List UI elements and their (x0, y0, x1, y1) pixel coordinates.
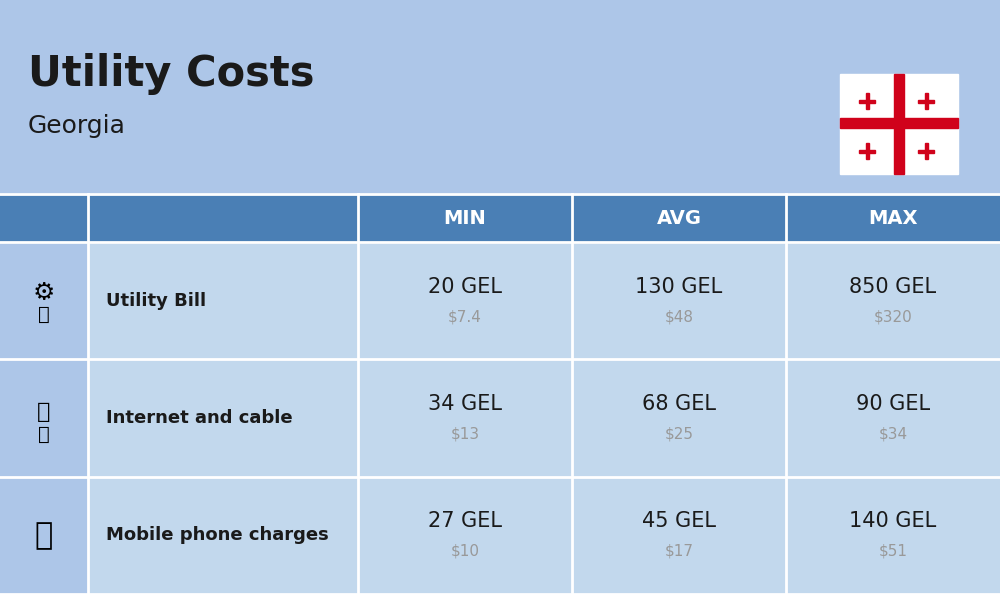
Text: 27 GEL: 27 GEL (428, 511, 502, 532)
Bar (925, 143, 928, 159)
Text: Mobile phone charges: Mobile phone charges (106, 526, 329, 544)
Text: 🖨️: 🖨️ (38, 425, 50, 444)
Text: Utility Costs: Utility Costs (28, 53, 314, 95)
Bar (918, 150, 934, 153)
Text: $13: $13 (450, 426, 480, 441)
Bar (88, 242, 1000, 359)
Text: 🔌: 🔌 (38, 305, 50, 324)
Text: Internet and cable: Internet and cable (106, 409, 293, 427)
Bar (0, 359, 88, 476)
Bar (0, 476, 88, 594)
Bar (840, 118, 958, 128)
Text: 34 GEL: 34 GEL (428, 394, 502, 414)
Bar (894, 74, 904, 174)
Text: $51: $51 (879, 544, 908, 559)
Text: $17: $17 (664, 544, 694, 559)
Text: 📶: 📶 (37, 402, 51, 422)
Bar (866, 93, 869, 109)
Text: 850 GEL: 850 GEL (849, 277, 937, 296)
Text: $320: $320 (874, 309, 912, 324)
Text: Utility Bill: Utility Bill (106, 292, 206, 309)
Text: 📱: 📱 (35, 521, 53, 550)
Text: AVG: AVG (656, 208, 702, 228)
Text: 130 GEL: 130 GEL (635, 277, 723, 296)
Bar (840, 74, 958, 174)
Bar (0, 242, 88, 359)
Bar (88, 476, 1000, 594)
Text: $25: $25 (664, 426, 694, 441)
Text: ⚙️: ⚙️ (33, 281, 55, 305)
Text: 140 GEL: 140 GEL (849, 511, 937, 532)
Bar (925, 93, 928, 109)
Text: Georgia: Georgia (28, 114, 126, 138)
Bar (859, 100, 875, 103)
Text: $48: $48 (664, 309, 694, 324)
Bar (918, 100, 934, 103)
Text: $34: $34 (878, 426, 908, 441)
Text: 45 GEL: 45 GEL (642, 511, 716, 532)
Bar (88, 359, 1000, 476)
Text: $10: $10 (450, 544, 480, 559)
Text: 68 GEL: 68 GEL (642, 394, 716, 414)
Text: 20 GEL: 20 GEL (428, 277, 502, 296)
Bar (0, 194, 1000, 242)
Bar (859, 150, 875, 153)
Text: 90 GEL: 90 GEL (856, 394, 930, 414)
Text: $7.4: $7.4 (448, 309, 482, 324)
Bar (866, 143, 869, 159)
Text: MIN: MIN (444, 208, 486, 228)
Text: MAX: MAX (868, 208, 918, 228)
